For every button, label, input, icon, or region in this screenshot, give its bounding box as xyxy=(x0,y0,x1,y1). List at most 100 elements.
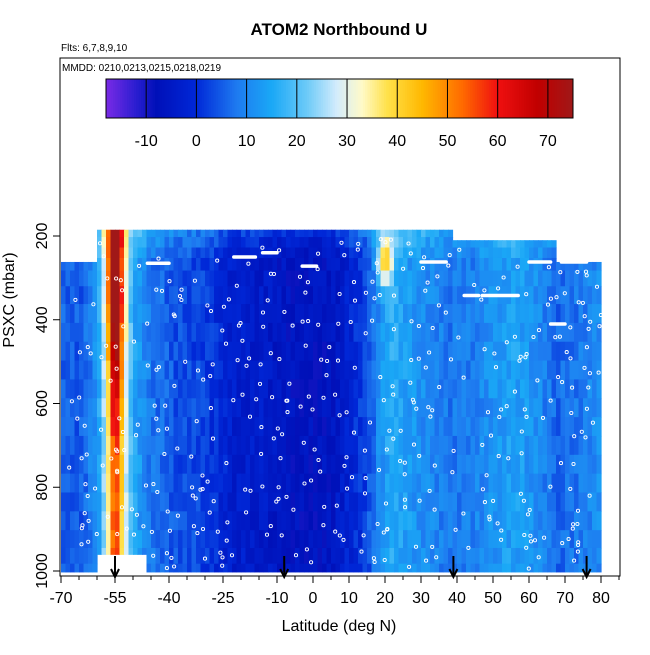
heatmap-cell xyxy=(205,229,211,238)
sample-point xyxy=(556,375,561,380)
heatmap-cell xyxy=(448,229,454,238)
sample-point xyxy=(362,448,367,453)
heatmap-cell xyxy=(488,341,494,362)
heatmap-cell xyxy=(542,511,548,531)
heatmap-cell xyxy=(371,341,377,362)
sample-point xyxy=(145,321,150,326)
heatmap-cell xyxy=(133,511,139,531)
heatmap-cell xyxy=(542,417,548,437)
x-tick-label: 30 xyxy=(412,590,430,607)
sample-point xyxy=(496,454,501,459)
sample-point xyxy=(362,491,368,496)
heatmap-cell xyxy=(164,547,170,565)
heatmap-cell xyxy=(547,398,553,418)
heatmap-cell xyxy=(205,530,211,549)
heatmap-cell xyxy=(335,229,341,238)
heatmap-cell xyxy=(425,492,431,512)
heatmap-cell xyxy=(556,454,562,475)
heatmap-cell xyxy=(236,398,242,418)
heatmap-cell xyxy=(250,360,256,381)
heatmap-cell xyxy=(371,398,377,418)
heatmap-cell xyxy=(439,341,445,362)
heatmap-cell xyxy=(74,473,80,494)
heatmap-cell xyxy=(551,563,557,573)
heatmap-cell xyxy=(430,322,436,343)
heatmap-cell xyxy=(295,454,301,475)
heatmap-cell xyxy=(245,341,251,362)
heatmap-cell xyxy=(218,286,224,305)
heatmap-cell xyxy=(344,270,350,287)
heatmap-cell xyxy=(137,341,143,362)
heatmap-cell xyxy=(344,247,350,259)
heatmap-cell xyxy=(560,473,566,494)
sample-point xyxy=(115,468,120,473)
heatmap-cell xyxy=(304,247,310,259)
sample-point xyxy=(512,389,517,394)
heatmap-cell xyxy=(124,398,130,418)
heatmap-cell xyxy=(592,417,598,437)
heatmap-cell xyxy=(578,417,584,437)
heatmap-cell xyxy=(196,304,202,324)
sample-point xyxy=(482,288,487,293)
heatmap-cell xyxy=(142,547,148,555)
heatmap-cell xyxy=(124,454,130,475)
heatmap-cell xyxy=(169,360,175,381)
heatmap-cell xyxy=(466,435,472,456)
heatmap-cell xyxy=(191,247,197,259)
heatmap-cell xyxy=(304,435,310,456)
heatmap-cell xyxy=(389,398,395,418)
colorbar-segment xyxy=(570,79,574,118)
heatmap-cell xyxy=(272,530,278,549)
heatmap-cell xyxy=(200,229,206,238)
heatmap-cell xyxy=(331,435,337,456)
heatmap-cell xyxy=(146,473,152,494)
sample-point xyxy=(171,312,176,317)
heatmap-cell xyxy=(191,304,197,324)
sample-point xyxy=(167,528,172,533)
heatmap-cell xyxy=(484,435,490,456)
heatmap-cell xyxy=(137,360,143,381)
colorbar-segment xyxy=(568,79,572,118)
sample-point xyxy=(576,300,581,305)
heatmap-cell xyxy=(245,417,251,437)
heatmap-cell xyxy=(308,511,314,531)
heatmap-cell xyxy=(70,473,76,494)
heatmap-cell xyxy=(223,341,229,362)
heatmap-cell xyxy=(313,286,319,305)
heatmap-cell xyxy=(272,257,278,272)
heatmap-cell xyxy=(542,454,548,475)
sample-point xyxy=(131,339,137,344)
heatmap-cell xyxy=(223,257,229,272)
heatmap-cell xyxy=(281,360,287,381)
heatmap-cell xyxy=(164,247,170,259)
heatmap-cell xyxy=(412,563,418,573)
colorbar-segment xyxy=(477,79,481,118)
heatmap-cell xyxy=(430,237,436,249)
heatmap-cell xyxy=(146,237,152,249)
sample-point xyxy=(319,357,324,362)
heatmap-cell xyxy=(137,286,143,305)
sample-point xyxy=(93,486,98,491)
heatmap-cell xyxy=(128,229,134,238)
heatmap-cell xyxy=(592,563,598,573)
heatmap-cell xyxy=(502,304,508,324)
heatmap-cell xyxy=(137,435,143,456)
heatmap-cell xyxy=(304,229,310,238)
heatmap-cell xyxy=(304,270,310,287)
heatmap-cell xyxy=(389,473,395,494)
colorbar-segment xyxy=(180,79,184,118)
heatmap-cell xyxy=(434,379,440,399)
sample-point xyxy=(215,258,220,263)
heatmap-cell xyxy=(403,257,409,272)
heatmap-cell xyxy=(164,511,170,531)
heatmap-cell xyxy=(349,492,355,512)
heatmap-cell xyxy=(448,530,454,549)
sample-point xyxy=(447,253,452,258)
heatmap-cell xyxy=(389,435,395,456)
sample-point xyxy=(195,368,201,373)
sample-point xyxy=(163,403,168,408)
heatmap-cell xyxy=(137,398,143,418)
sample-point xyxy=(218,550,223,555)
sample-point xyxy=(270,395,275,400)
heatmap-cell xyxy=(344,547,350,565)
